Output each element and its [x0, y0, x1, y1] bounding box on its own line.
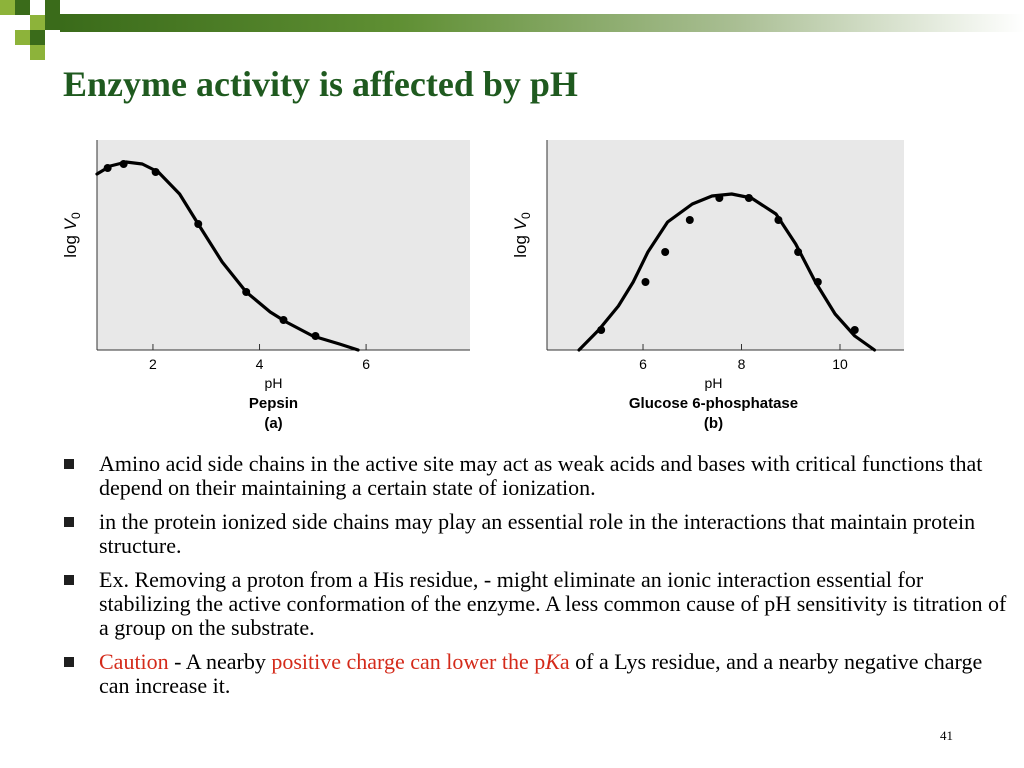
bullet-square-icon — [64, 517, 74, 527]
data-point — [641, 278, 650, 286]
bullet-text: - A nearby — [168, 649, 272, 674]
data-point — [850, 326, 859, 334]
data-point — [715, 194, 724, 202]
bullet-text: a — [559, 649, 570, 674]
data-point — [311, 332, 320, 340]
deco-square — [0, 0, 15, 15]
data-point — [151, 168, 160, 176]
data-point — [774, 216, 783, 224]
y-axis-label: log V0 — [61, 212, 83, 258]
bullet-text: Ex. Removing a proton from a His residue… — [99, 567, 1007, 640]
x-tick-label: 8 — [738, 356, 746, 372]
bullet-text: in the protein ionized side chains may p… — [99, 509, 976, 558]
x-axis-label: pH — [705, 375, 723, 391]
data-point — [813, 278, 822, 286]
slide-title: Enzyme activity is affected by pH — [63, 64, 578, 104]
ph-activity-charts: 2 4 6 pH Pepsin (a) log V0 6 8 10 pH Glucose 6-phos… — [61, 140, 904, 432]
y-axis-label: log V0 — [511, 212, 533, 258]
page-number: 41 — [940, 728, 953, 743]
x-tick-label: 6 — [639, 356, 647, 372]
deco-square — [30, 45, 45, 60]
deco-square — [30, 15, 45, 30]
data-point — [279, 316, 288, 324]
bullet-text: Amino acid side chains in the active sit… — [99, 451, 983, 500]
data-point — [661, 248, 670, 256]
panel-label: (b) — [704, 415, 723, 432]
bullet-item: Amino acid side chains in the active sit… — [62, 452, 1012, 500]
deco-square — [45, 15, 60, 30]
header-decoration — [0, 0, 1024, 60]
bullet-text: positive charge can lower the p — [271, 649, 546, 674]
bullet-square-icon — [64, 459, 74, 469]
panel-label: (a) — [264, 415, 282, 432]
data-point — [194, 220, 203, 228]
header-gradient-bar — [60, 14, 1024, 32]
series-line — [95, 160, 360, 352]
chart-name: Pepsin — [249, 395, 298, 412]
bullet-text: Caution — [99, 649, 169, 674]
plot-area — [547, 140, 904, 350]
data-point — [685, 216, 694, 224]
data-point — [119, 160, 128, 168]
bullet-text: K — [545, 649, 560, 674]
data-point — [744, 194, 753, 202]
bullet-text: of a Lys residue, and a nearby negative … — [99, 649, 983, 698]
x-tick-label: 4 — [256, 356, 264, 372]
bullet-item: in the protein ionized side chains may p… — [62, 510, 1012, 558]
x-tick-label: 6 — [362, 356, 370, 372]
data-point — [242, 288, 251, 296]
deco-square — [45, 0, 60, 15]
chart-name: Glucose 6-phosphatase — [629, 395, 798, 412]
x-tick-label: 2 — [149, 356, 157, 372]
deco-square — [15, 30, 30, 45]
data-point — [103, 164, 112, 172]
bullet-square-icon — [64, 657, 74, 667]
bullet-square-icon — [64, 575, 74, 585]
bullet-item: Ex. Removing a proton from a His residue… — [62, 568, 1012, 640]
x-axis-label: pH — [265, 375, 283, 391]
bullet-item: Caution - A nearby positive charge can l… — [62, 650, 1012, 698]
deco-square — [30, 30, 45, 45]
deco-square — [15, 0, 30, 15]
bullet-list: Amino acid side chains in the active sit… — [62, 452, 1012, 708]
data-point — [794, 248, 803, 256]
data-point — [597, 326, 606, 334]
x-tick-label: 10 — [832, 356, 848, 372]
